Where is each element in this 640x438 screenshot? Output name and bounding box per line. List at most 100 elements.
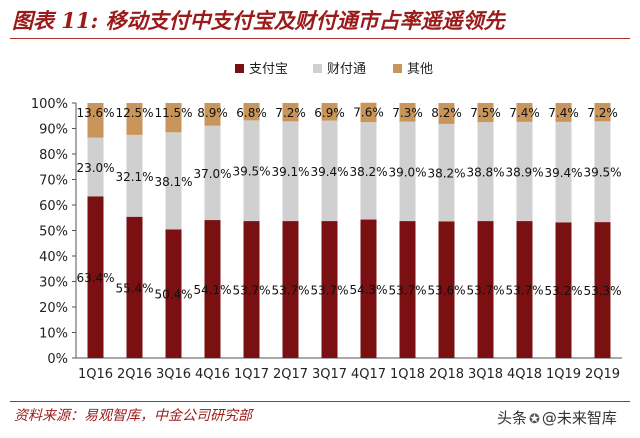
data-label-3: 12.5% [115, 106, 153, 120]
data-label-3: 8.2% [431, 106, 462, 120]
bar-segment-2 [360, 122, 377, 220]
data-label-2: 38.8% [466, 166, 504, 180]
bar-segment-3 [438, 103, 455, 124]
bar-segment-1 [87, 196, 104, 358]
data-label-2: 38.1% [154, 175, 192, 189]
bar-segment-1 [126, 216, 143, 358]
bar-segment-3 [360, 102, 377, 123]
data-label-2: 39.5% [232, 165, 270, 179]
bar-segment-3 [477, 103, 494, 123]
data-label-2: 39.1% [271, 165, 309, 179]
data-label-3: 6.9% [314, 106, 345, 120]
data-label-1: 53.6% [427, 284, 465, 298]
data-label-1: 50.4% [154, 288, 192, 302]
y-tick-label: 100% [31, 97, 68, 112]
data-label-2: 38.9% [505, 165, 543, 179]
x-tick-label: 2Q18 [429, 367, 464, 382]
bar-segment-2 [399, 121, 416, 222]
data-label-3: 8.9% [197, 106, 228, 120]
data-label-3: 7.3% [392, 106, 423, 120]
bar-segment-3 [555, 103, 572, 122]
legend-label-1: 支付宝 [249, 62, 288, 77]
bar-segment-2 [243, 120, 260, 222]
data-label-3: 7.2% [587, 106, 618, 120]
x-tick-label: 3Q17 [312, 367, 347, 382]
data-label-2: 39.0% [388, 165, 426, 179]
data-label-2: 38.2% [427, 167, 465, 181]
data-label-3: 11.5% [154, 106, 192, 120]
bar-segment-2 [594, 121, 611, 223]
bar-segment-1 [204, 220, 221, 358]
watermark: 头条 ✪ @未来智库 [497, 407, 617, 431]
data-label-1: 63.4% [76, 271, 114, 285]
bar-segment-3 [126, 103, 143, 135]
figure-title: 图表 11: 移动支付中支付宝及财付通市占率遥遥领先 [12, 8, 505, 33]
data-label-1: 53.7% [388, 284, 426, 298]
data-label-2: 39.4% [544, 166, 582, 180]
bar-segment-1 [282, 221, 299, 358]
y-tick-label: 60% [39, 199, 68, 214]
data-label-3: 7.5% [470, 106, 501, 120]
data-label-1: 54.1% [193, 283, 231, 297]
x-tick-label: 3Q16 [156, 367, 191, 382]
data-label-3: 6.8% [236, 106, 267, 120]
stacked-bar-chart: 支付宝 财付通 其他 0% 10% 20% 30% 40% 50% 60% 70% 80% 90% 100… [31, 62, 622, 382]
bar-segment-1 [594, 222, 611, 358]
watermark-name: @未来智库 [541, 409, 617, 427]
bar-segment-1 [321, 221, 338, 358]
data-label-1: 53.7% [505, 284, 543, 298]
data-label-1: 54.3% [349, 283, 387, 297]
data-label-2: 39.5% [583, 166, 621, 180]
bar-segment-2 [126, 134, 143, 217]
x-tick-label: 1Q16 [78, 367, 113, 382]
bar-segment-2 [477, 122, 494, 222]
bar-segment-2 [516, 121, 533, 222]
x-tick-label: 2Q16 [117, 367, 152, 382]
y-tick-label: 70% [39, 174, 68, 189]
data-label-3: 7.6% [353, 106, 384, 120]
title-divider [10, 38, 630, 39]
y-tick-label: 30% [39, 276, 68, 291]
bar-segment-3 [594, 103, 611, 122]
x-tick-label: 2Q19 [585, 367, 620, 382]
y-tick-label: 20% [39, 301, 68, 316]
data-label-3: 7.4% [509, 106, 540, 120]
y-tick-label: 90% [39, 123, 68, 138]
x-tick-label: 2Q17 [273, 367, 308, 382]
data-label-3: 7.4% [548, 106, 579, 120]
bar-segment-1 [438, 221, 455, 358]
x-tick-label: 1Q18 [390, 367, 425, 382]
x-tick-label: 3Q18 [468, 367, 503, 382]
bar-segment-2 [438, 123, 455, 222]
data-label-2: 39.4% [310, 165, 348, 179]
bar-segment-2 [555, 121, 572, 223]
bar-segment-3 [165, 103, 182, 133]
bar-segment-3 [399, 103, 416, 122]
source-divider [10, 401, 630, 402]
bar-segment-1 [360, 219, 377, 358]
legend-swatch-3 [393, 64, 402, 73]
bar-segment-1 [165, 229, 182, 358]
bar-segment-3 [321, 103, 338, 121]
bar-segment-1 [555, 222, 572, 358]
data-label-2: 23.0% [76, 161, 114, 175]
bar-segment-3 [243, 103, 260, 121]
bar-segment-3 [204, 103, 221, 126]
legend-label-3: 其他 [407, 62, 433, 77]
y-tick-label: 40% [39, 250, 68, 265]
data-label-2: 32.1% [115, 170, 153, 184]
bar-segment-2 [204, 125, 221, 221]
x-tick-label: 4Q17 [351, 367, 386, 382]
data-label-3: 7.2% [275, 106, 306, 120]
data-label-1: 55.4% [115, 281, 153, 295]
bar-segment-2 [321, 120, 338, 222]
y-tick-label: 80% [39, 148, 68, 163]
bar-segment-1 [477, 221, 494, 358]
data-label-1: 53.7% [271, 284, 309, 298]
bar-segment-2 [87, 137, 104, 197]
x-tick-label: 4Q18 [507, 367, 542, 382]
legend-swatch-1 [235, 64, 244, 73]
bar-segment-2 [282, 121, 299, 222]
bar-segment-3 [282, 103, 299, 122]
bar-segment-1 [399, 221, 416, 358]
